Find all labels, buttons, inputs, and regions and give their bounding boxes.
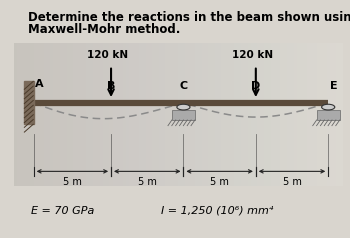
Text: 5 m: 5 m — [210, 177, 229, 187]
Text: 5 m: 5 m — [138, 177, 157, 187]
Text: 5 m: 5 m — [63, 177, 82, 187]
Text: 120 kN: 120 kN — [87, 50, 128, 60]
Circle shape — [177, 104, 190, 110]
Text: A: A — [35, 79, 44, 89]
Text: E: E — [330, 81, 337, 91]
Bar — [172, 110, 195, 120]
Text: Determine the reactions in the beam shown using the: Determine the reactions in the beam show… — [28, 11, 350, 24]
Text: Maxwell-Mohr method.: Maxwell-Mohr method. — [28, 23, 180, 36]
Text: B: B — [107, 81, 115, 91]
Circle shape — [322, 104, 335, 110]
Text: I = 1,250 (10⁶) mm⁴: I = 1,250 (10⁶) mm⁴ — [161, 206, 273, 216]
Text: D: D — [251, 81, 260, 91]
Text: C: C — [179, 81, 188, 91]
Bar — [317, 110, 340, 120]
Bar — [24, 81, 34, 124]
Text: 5 m: 5 m — [282, 177, 301, 187]
Text: E = 70 GPa: E = 70 GPa — [31, 206, 95, 216]
Text: 120 kN: 120 kN — [232, 50, 273, 60]
